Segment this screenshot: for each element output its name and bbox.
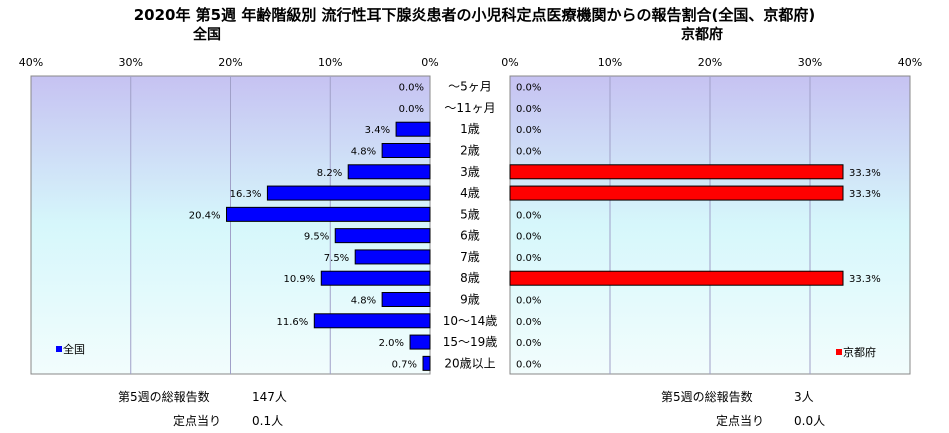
left-data-label: 16.3%	[230, 189, 262, 200]
right-legend-label: 京都府	[843, 345, 876, 359]
right-data-label: 0.0%	[516, 147, 541, 158]
right-data-label: 0.0%	[516, 232, 541, 243]
left-data-label: 0.7%	[392, 359, 417, 370]
right-data-label: 0.0%	[516, 104, 541, 115]
left-data-label: 8.2%	[317, 168, 342, 179]
category-label: 9歳	[460, 293, 480, 307]
category-label: 10～14歳	[443, 314, 498, 328]
category-label: 6歳	[460, 229, 480, 243]
category-label: 3歳	[460, 165, 480, 179]
left-total-label: 第5週の総報告数	[118, 390, 210, 404]
left-bar	[381, 292, 431, 307]
right-data-label: 33.3%	[849, 189, 881, 200]
chart-title: 2020年 第5週 年齢階級別 流行性耳下腺炎患者の小児科定点医療機関からの報告…	[133, 6, 816, 24]
left-tick-label: 0%	[421, 56, 438, 69]
left-data-label: 11.6%	[277, 317, 309, 328]
right-data-label: 33.3%	[849, 168, 881, 179]
category-label: ～5ヶ月	[448, 80, 492, 94]
category-label: 7歳	[460, 250, 480, 264]
right-data-label: 0.0%	[516, 296, 541, 307]
right-data-label: 0.0%	[516, 83, 541, 94]
right-bar	[509, 270, 844, 286]
left-bar	[395, 121, 431, 137]
right-data-label: 33.3%	[849, 274, 881, 285]
left-bar	[354, 249, 431, 265]
left-data-label: 4.8%	[351, 296, 376, 307]
right-tick-label: 20%	[698, 56, 722, 69]
category-label: 8歳	[460, 271, 480, 285]
left-total-value: 147人	[252, 390, 287, 404]
right-data-label: 0.0%	[516, 210, 541, 221]
left-per-site-value: 0.1人	[252, 414, 284, 428]
left-bar	[226, 206, 431, 222]
left-data-label: 2.0%	[379, 338, 404, 349]
left-tick-label: 10%	[318, 56, 342, 69]
right-data-label: 0.0%	[516, 253, 541, 264]
left-panel-title: 全国	[193, 27, 221, 43]
category-label: 4歳	[460, 186, 480, 200]
left-data-label: 3.4%	[365, 125, 390, 136]
left-bar	[334, 228, 431, 244]
right-bar	[509, 185, 844, 201]
left-data-label: 4.8%	[351, 147, 376, 158]
left-bar	[381, 143, 431, 158]
right-legend-swatch	[836, 349, 842, 355]
right-panel-title: 京都府	[681, 27, 723, 43]
left-legend-swatch	[56, 346, 62, 352]
right-data-label: 0.0%	[516, 338, 541, 349]
right-per-site-value: 0.0人	[794, 414, 826, 428]
right-data-label: 0.0%	[516, 125, 541, 136]
left-bar	[266, 185, 431, 201]
left-legend-label: 全国	[63, 342, 85, 356]
left-data-label: 7.5%	[324, 253, 349, 264]
right-tick-label: 0%	[501, 56, 518, 69]
left-bar	[422, 355, 431, 371]
left-data-label: 0.0%	[399, 104, 424, 115]
category-label: 2歳	[460, 144, 480, 158]
right-tick-label: 40%	[898, 56, 922, 69]
left-tick-label: 40%	[19, 56, 43, 69]
category-label: 20歳以上	[444, 356, 495, 370]
left-per-site-label: 定点当り	[173, 414, 222, 428]
left-tick-label: 20%	[218, 56, 242, 69]
left-data-label: 10.9%	[283, 274, 315, 285]
left-bar	[409, 334, 431, 350]
category-label: 5歳	[460, 207, 480, 221]
left-data-label: 0.0%	[399, 83, 424, 94]
category-label: 15～19歳	[443, 335, 498, 349]
right-tick-label: 30%	[798, 56, 822, 69]
right-bar	[509, 164, 844, 180]
left-bar	[313, 313, 431, 329]
right-total-label: 第5週の総報告数	[661, 390, 753, 404]
category-label: ～11ヶ月	[444, 101, 495, 115]
right-data-label: 0.0%	[516, 317, 541, 328]
right-total-value: 3人	[794, 390, 814, 404]
right-per-site-label: 定点当り	[716, 414, 765, 428]
right-data-label: 0.0%	[516, 359, 541, 370]
left-tick-label: 30%	[119, 56, 143, 69]
left-data-label: 20.4%	[189, 210, 221, 221]
left-bar	[347, 164, 431, 180]
right-tick-label: 10%	[598, 56, 622, 69]
left-data-label: 9.5%	[304, 232, 329, 243]
category-label: 1歳	[460, 122, 480, 136]
left-bar	[320, 270, 431, 286]
